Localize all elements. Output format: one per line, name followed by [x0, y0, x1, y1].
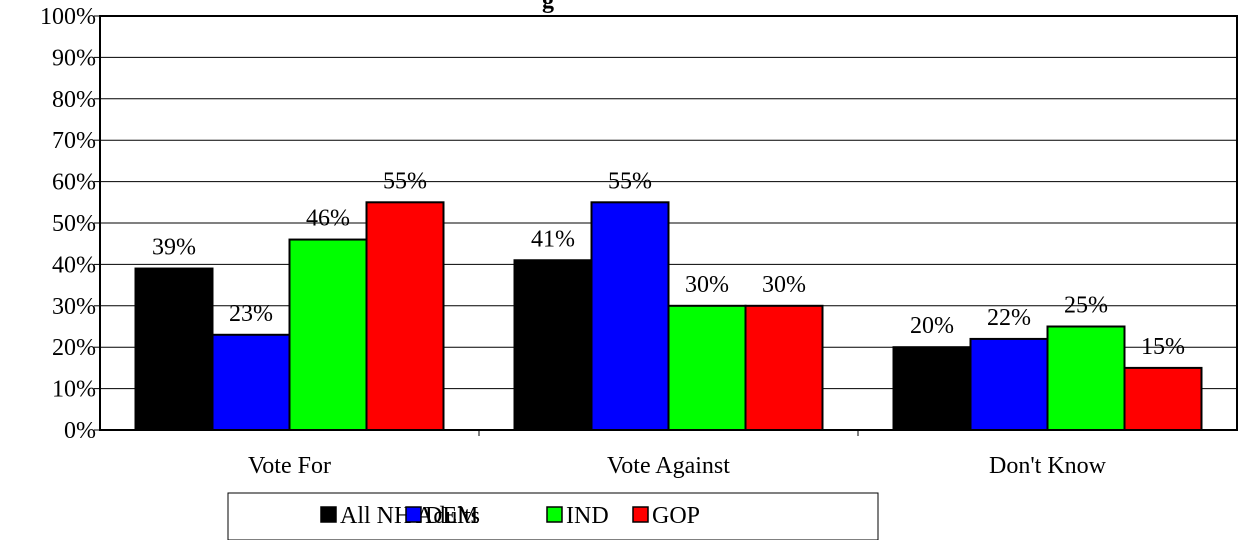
bar — [669, 306, 746, 430]
bar — [592, 202, 669, 430]
y-tick-label-suffix: % — [76, 418, 96, 444]
data-label: 39% — [152, 235, 196, 261]
y-tick-label-suffix: % — [76, 45, 96, 71]
y-tick-label: 50% — [52, 211, 96, 237]
legend-swatch — [406, 507, 421, 522]
data-label: 30% — [762, 272, 806, 298]
y-tick-label: 70% — [52, 128, 96, 154]
data-label: 46% — [306, 206, 350, 232]
y-tick-label: 80% — [52, 87, 96, 113]
legend-swatch — [547, 507, 562, 522]
bar — [290, 240, 367, 430]
y-tick-label-suffix: % — [76, 211, 96, 237]
y-tick-label: 0% — [64, 418, 96, 444]
data-label: 25% — [1064, 293, 1108, 319]
bar — [213, 335, 290, 430]
y-tick-label-suffix: % — [76, 294, 96, 320]
bar — [1125, 368, 1202, 430]
y-tick-label-suffix: % — [76, 377, 96, 403]
y-tick-label-suffix: % — [76, 128, 96, 154]
legend-swatch — [321, 507, 336, 522]
y-tick-label: 90% — [52, 45, 96, 71]
legend-label: GOP — [652, 503, 700, 529]
x-axis: Vote For Vote Against Don't Know — [248, 430, 1107, 479]
data-label: 41% — [531, 226, 575, 252]
legend-label: IND — [566, 503, 609, 529]
legend-label: DEM — [425, 503, 478, 529]
y-tick-label-suffix: % — [76, 252, 96, 278]
data-label: 55% — [383, 168, 427, 194]
bar — [367, 202, 444, 430]
y-tick-label-suffix: % — [76, 4, 96, 30]
bar — [515, 260, 592, 430]
y-tick-label: 20% — [52, 335, 96, 361]
y-tick-label-suffix: % — [76, 335, 96, 361]
data-label: 22% — [987, 305, 1031, 331]
y-tick-label: 30% — [52, 294, 96, 320]
data-label: 20% — [910, 313, 954, 339]
bars — [136, 202, 1202, 430]
legend-swatch — [633, 507, 648, 522]
data-label: 23% — [229, 301, 273, 327]
chart-title: g — [542, 0, 554, 14]
bar — [1048, 327, 1125, 431]
x-tick-label: Don't Know — [989, 453, 1107, 479]
y-tick-label: 100% — [40, 4, 96, 30]
bar — [894, 347, 971, 430]
data-label: 15% — [1141, 334, 1185, 360]
y-tick-label-suffix: % — [76, 170, 96, 196]
y-tick-label: 60% — [52, 170, 96, 196]
bar — [971, 339, 1048, 430]
data-label: 30% — [685, 272, 729, 298]
bar — [746, 306, 823, 430]
bar — [136, 269, 213, 430]
data-label: 55% — [608, 168, 652, 194]
x-tick-label: Vote Against — [607, 453, 730, 479]
y-tick-label: 40% — [52, 252, 96, 278]
y-tick-label: 10% — [52, 377, 96, 403]
x-tick-label: Vote For — [248, 453, 331, 479]
y-tick-label-suffix: % — [76, 87, 96, 113]
